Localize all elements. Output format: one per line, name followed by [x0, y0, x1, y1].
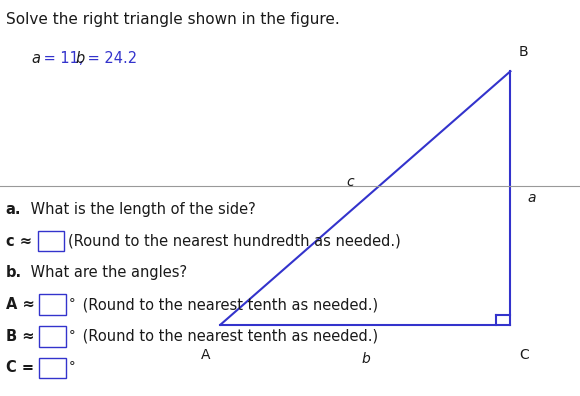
Text: a: a [528, 191, 537, 205]
Text: C: C [519, 348, 529, 362]
Text: B ≈: B ≈ [6, 329, 34, 344]
FancyBboxPatch shape [39, 358, 66, 378]
FancyBboxPatch shape [39, 294, 66, 315]
Text: What is the length of the side?: What is the length of the side? [26, 202, 256, 217]
Text: a: a [32, 51, 41, 67]
FancyBboxPatch shape [38, 231, 64, 251]
Text: C =: C = [6, 360, 34, 375]
Text: A ≈: A ≈ [6, 297, 35, 312]
Text: °: ° [68, 297, 75, 310]
Text: a.: a. [6, 202, 21, 217]
Text: = 11,: = 11, [39, 51, 89, 67]
Text: = 24.2: = 24.2 [83, 51, 137, 67]
Text: What are the angles?: What are the angles? [26, 265, 187, 280]
Text: c ≈: c ≈ [6, 234, 32, 249]
Text: Solve the right triangle shown in the figure.: Solve the right triangle shown in the fi… [6, 12, 339, 27]
Text: c: c [346, 175, 354, 189]
Text: °: ° [68, 329, 75, 342]
Text: (Round to the nearest tenth as needed.): (Round to the nearest tenth as needed.) [78, 297, 378, 312]
FancyBboxPatch shape [39, 326, 66, 346]
Text: A: A [201, 348, 211, 362]
Text: °: ° [68, 360, 75, 373]
Text: (Round to the nearest hundredth as needed.): (Round to the nearest hundredth as neede… [68, 234, 401, 249]
Text: b: b [75, 51, 85, 67]
Text: b: b [361, 352, 370, 366]
Text: b.: b. [6, 265, 22, 280]
Text: B: B [519, 46, 529, 59]
Text: (Round to the nearest tenth as needed.): (Round to the nearest tenth as needed.) [78, 329, 378, 344]
